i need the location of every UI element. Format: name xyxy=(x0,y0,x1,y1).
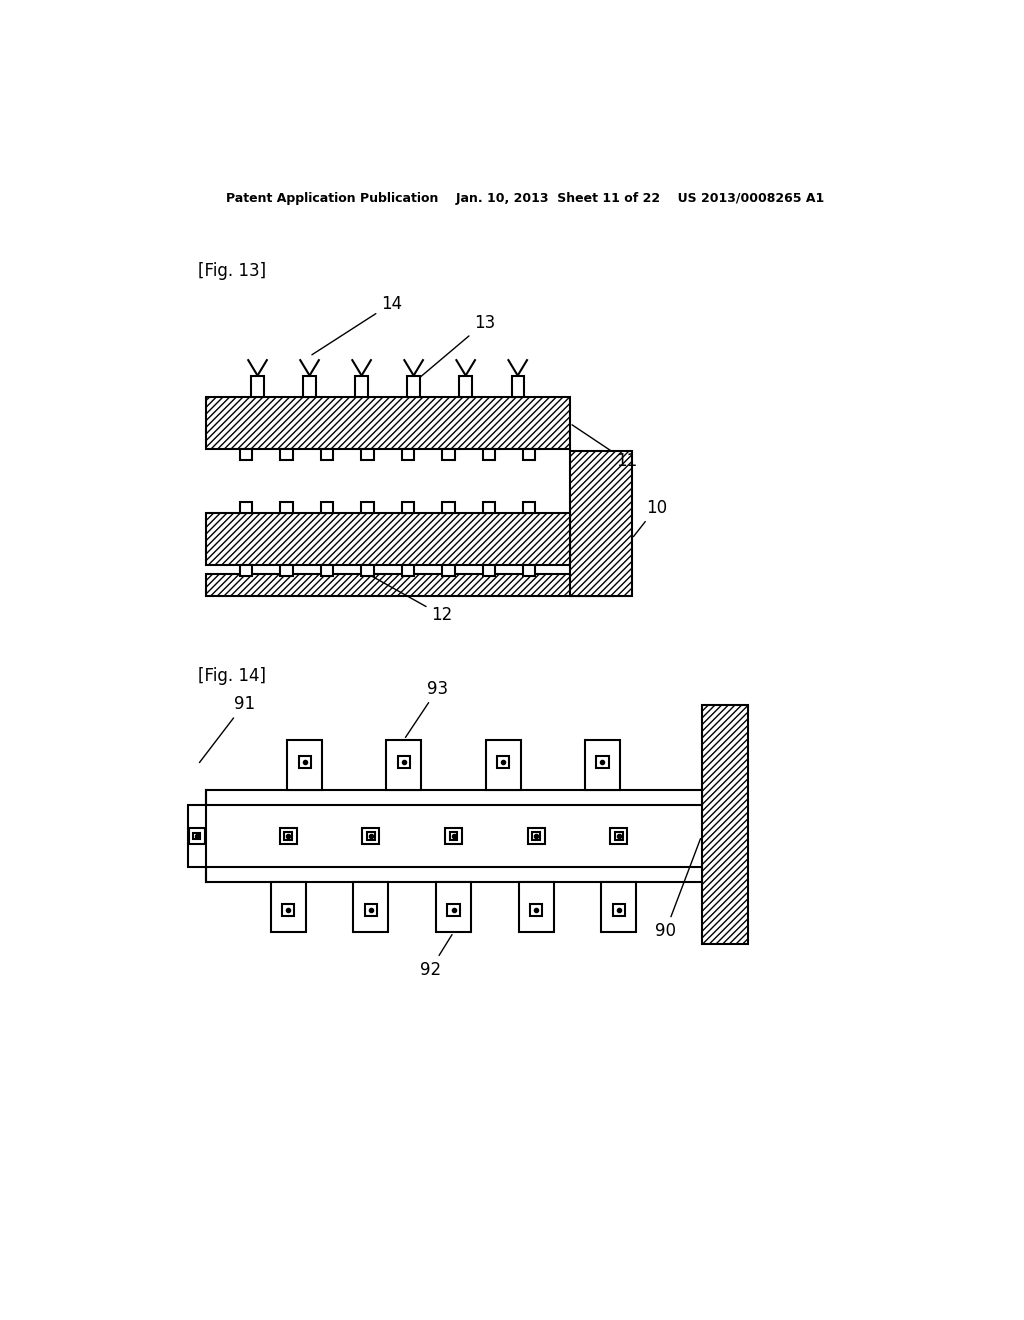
Bar xyxy=(365,904,377,916)
Bar xyxy=(397,756,410,768)
Bar xyxy=(321,502,333,512)
Bar xyxy=(194,833,201,840)
Bar xyxy=(361,502,374,512)
Bar xyxy=(482,565,495,576)
Bar xyxy=(612,904,625,916)
Bar xyxy=(569,451,632,595)
Bar xyxy=(442,502,455,512)
Text: 13: 13 xyxy=(420,314,496,378)
Bar xyxy=(523,565,536,576)
Bar xyxy=(361,449,374,461)
Text: 11: 11 xyxy=(572,425,638,470)
Text: 92: 92 xyxy=(420,935,452,978)
Bar xyxy=(442,449,455,461)
Bar xyxy=(482,449,495,461)
Bar xyxy=(321,565,333,576)
Bar xyxy=(523,449,536,461)
Text: 91: 91 xyxy=(200,694,255,763)
Bar xyxy=(206,867,701,882)
Bar xyxy=(188,805,206,867)
Bar xyxy=(280,828,297,845)
Bar xyxy=(442,565,455,576)
Bar xyxy=(585,739,620,789)
Bar xyxy=(251,376,264,397)
Bar xyxy=(701,705,748,944)
Bar xyxy=(367,832,375,840)
Bar xyxy=(482,502,495,512)
Bar xyxy=(281,502,293,512)
Text: 12: 12 xyxy=(371,576,453,624)
Bar xyxy=(615,832,623,840)
Text: 93: 93 xyxy=(406,680,449,738)
Bar xyxy=(530,904,543,916)
Bar xyxy=(206,512,569,565)
Bar xyxy=(596,756,608,768)
Bar xyxy=(386,739,421,789)
Bar xyxy=(497,756,509,768)
Text: Patent Application Publication    Jan. 10, 2013  Sheet 11 of 22    US 2013/00082: Patent Application Publication Jan. 10, … xyxy=(225,191,824,205)
Bar xyxy=(601,882,636,932)
Bar xyxy=(281,449,293,461)
Bar xyxy=(519,882,554,932)
Bar xyxy=(447,904,460,916)
Bar xyxy=(288,739,323,789)
Bar xyxy=(240,502,252,512)
Bar xyxy=(285,832,292,840)
Text: 14: 14 xyxy=(312,294,402,355)
Text: 90: 90 xyxy=(655,838,700,940)
Bar xyxy=(445,828,462,845)
Bar xyxy=(240,565,252,576)
Bar xyxy=(303,376,315,397)
Bar xyxy=(401,502,414,512)
Bar xyxy=(270,882,305,932)
Bar xyxy=(485,739,520,789)
Bar xyxy=(512,376,524,397)
Bar xyxy=(450,832,458,840)
Bar xyxy=(189,829,205,843)
Bar xyxy=(408,376,420,397)
Bar xyxy=(281,565,293,576)
Bar xyxy=(240,449,252,461)
Bar xyxy=(523,502,536,512)
Bar xyxy=(527,828,545,845)
Text: [Fig. 14]: [Fig. 14] xyxy=(198,667,266,685)
Text: 10: 10 xyxy=(634,499,667,537)
Bar xyxy=(361,565,374,576)
Bar xyxy=(206,397,569,449)
Bar xyxy=(436,882,471,932)
Bar xyxy=(321,449,333,461)
Bar xyxy=(460,376,472,397)
Text: [Fig. 13]: [Fig. 13] xyxy=(198,263,266,280)
Bar xyxy=(299,756,311,768)
Bar xyxy=(282,904,294,916)
Bar xyxy=(353,882,388,932)
Bar xyxy=(401,449,414,461)
Bar xyxy=(610,828,628,845)
Bar xyxy=(532,832,540,840)
Bar xyxy=(206,789,701,805)
Bar xyxy=(206,574,616,595)
Bar xyxy=(355,376,368,397)
Bar xyxy=(401,565,414,576)
Bar xyxy=(362,828,379,845)
